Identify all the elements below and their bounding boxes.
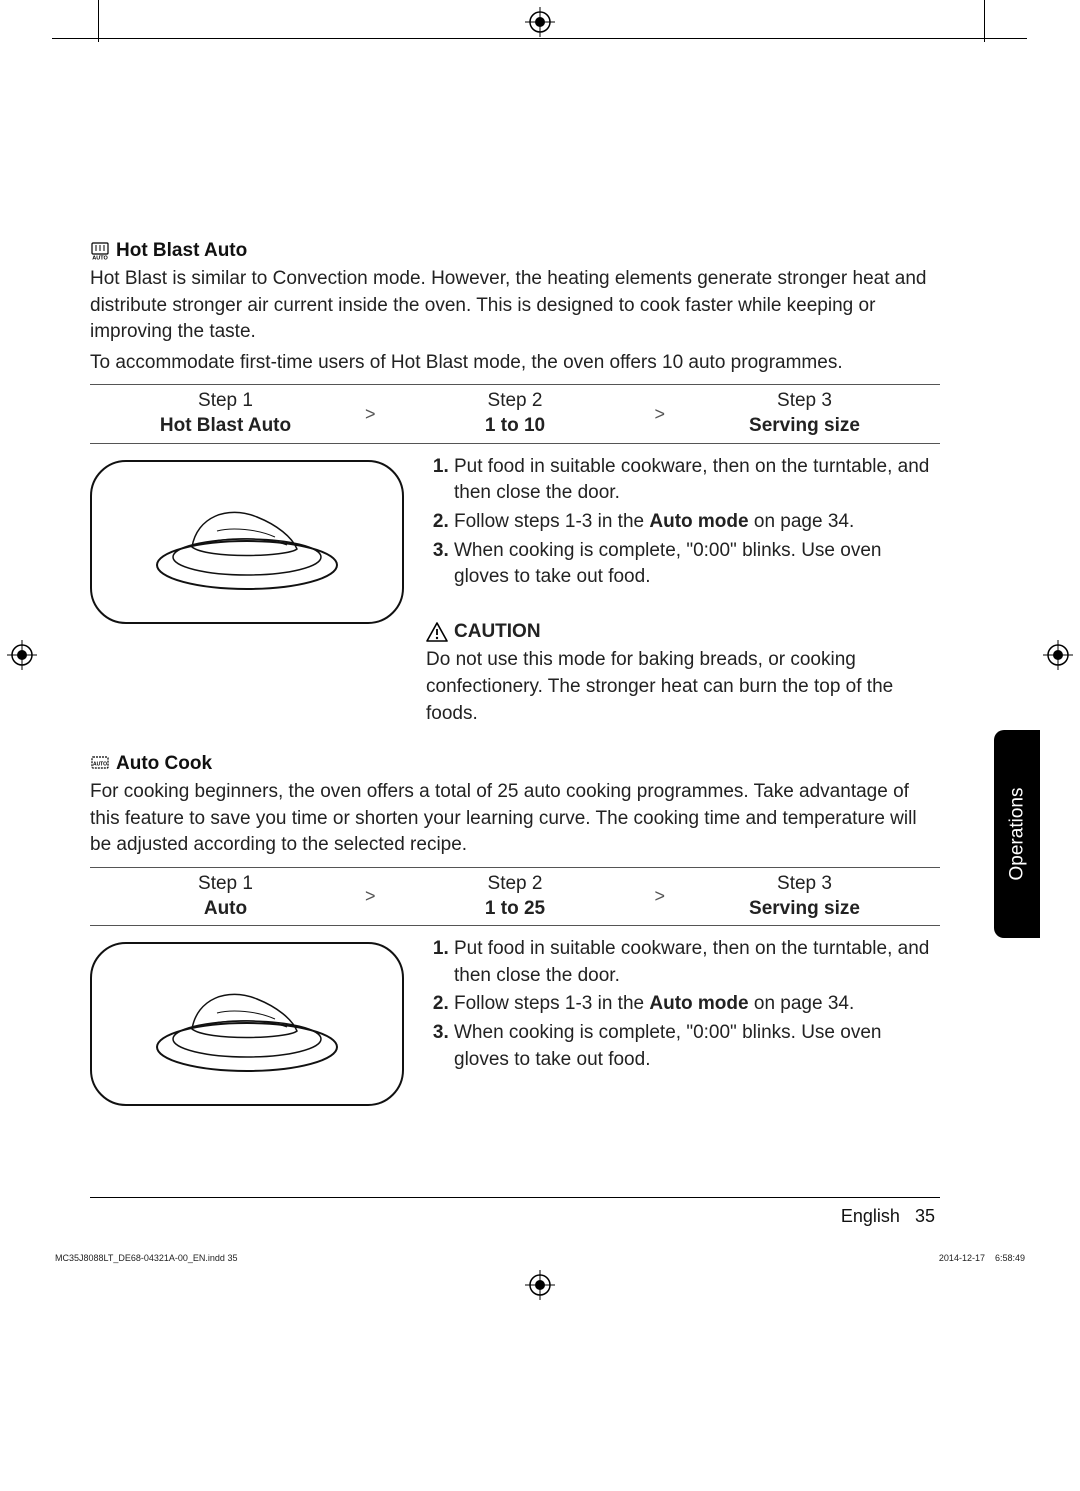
ac-step-2-value: 1 to 25 — [380, 897, 651, 922]
auto-cook-desc: For cooking beginners, the oven offers a… — [90, 779, 940, 859]
ac-instr-3: When cooking is complete, "0:00" blinks.… — [454, 1020, 940, 1073]
svg-text:AUTO: AUTO — [92, 256, 108, 261]
hot-blast-steps: Step 1 Hot Blast Auto > Step 2 1 to 10 >… — [90, 384, 940, 443]
ac-step-3-label: Step 3 — [669, 872, 940, 897]
ac-step-1-value: Auto — [90, 897, 361, 922]
footer-language: English — [841, 1206, 900, 1226]
hb-instr-2b: Auto mode — [649, 511, 748, 532]
hb-step-2-value: 1 to 10 — [380, 414, 651, 439]
ac-step-3: Step 3 Serving size — [669, 868, 940, 925]
footer-rule — [90, 1197, 940, 1198]
step-separator: > — [650, 404, 669, 425]
caution-heading: CAUTION — [426, 619, 940, 646]
hot-blast-title: Hot Blast Auto — [116, 240, 247, 262]
hb-step-1-label: Step 1 — [90, 389, 361, 414]
hb-instr-2: Follow steps 1-3 in the Auto mode on pag… — [454, 509, 940, 536]
ac-step-1-label: Step 1 — [90, 872, 361, 897]
hb-step-1: Step 1 Hot Blast Auto — [90, 385, 361, 442]
footer-page-number: 35 — [915, 1206, 935, 1226]
auto-cook-title: Auto Cook — [116, 753, 212, 775]
crop-line-top — [52, 38, 1027, 39]
hb-instr-2c: on page — [749, 511, 828, 532]
registration-mark-left — [7, 640, 37, 670]
registration-mark-top — [525, 7, 555, 37]
ac-instr-2a: Follow steps 1-3 in the — [454, 993, 649, 1014]
hot-blast-desc-2: To accommodate first-time users of Hot B… — [90, 350, 940, 377]
auto-cook-instructions: Put food in suitable cookware, then on t… — [426, 936, 940, 1106]
hot-blast-icon: AUTO — [90, 242, 110, 260]
hb-instr-3: When cooking is complete, "0:00" blinks.… — [454, 538, 940, 591]
hb-step-3: Step 3 Serving size — [669, 385, 940, 442]
footer-text: English 35 — [841, 1206, 935, 1227]
ac-instr-2d: . — [849, 993, 854, 1014]
hb-instr-2a: Follow steps 1-3 in the — [454, 511, 649, 532]
ac-step-2: Step 2 1 to 25 — [380, 868, 651, 925]
cookware-illustration — [90, 942, 404, 1106]
side-tab-operations: Operations — [994, 730, 1040, 938]
hb-step-3-value: Serving size — [669, 414, 940, 439]
crop-tick-top-left — [98, 0, 99, 42]
ac-instr-2c: on page — [749, 993, 828, 1014]
step-separator: > — [361, 404, 380, 425]
hb-instr-1: Put food in suitable cookware, then on t… — [454, 454, 940, 507]
auto-cook-steps: Step 1 Auto > Step 2 1 to 25 > Step 3 Se… — [90, 867, 940, 926]
caution-text: Do not use this mode for baking breads, … — [426, 647, 940, 727]
hot-blast-instructions: Put food in suitable cookware, then on t… — [426, 454, 940, 727]
page-content: AUTO Hot Blast Auto Hot Blast is similar… — [90, 240, 940, 1106]
cookware-illustration — [90, 460, 404, 624]
hb-instr-2d: . — [849, 511, 854, 532]
side-tab-label: Operations — [1006, 788, 1028, 881]
ac-instr-2page: 34 — [828, 993, 849, 1014]
hot-blast-desc-1: Hot Blast is similar to Convection mode.… — [90, 266, 940, 346]
svg-text:AUTO: AUTO — [93, 762, 107, 768]
print-timestamp: 2014-12-17 6:58:49 — [939, 1253, 1025, 1263]
ac-step-1: Step 1 Auto — [90, 868, 361, 925]
hot-blast-title-row: AUTO Hot Blast Auto — [90, 240, 940, 262]
hb-step-2-label: Step 2 — [380, 389, 651, 414]
ac-instr-2b: Auto mode — [649, 993, 748, 1014]
registration-mark-bottom — [525, 1270, 555, 1300]
print-job-id: MC35J8088LT_DE68-04321A-00_EN.indd 35 — [55, 1253, 237, 1263]
auto-cook-content: Put food in suitable cookware, then on t… — [90, 936, 940, 1106]
auto-cook-title-row: AUTO Auto Cook — [90, 753, 940, 775]
step-separator: > — [361, 886, 380, 907]
caution-title: CAUTION — [454, 619, 541, 646]
hb-step-1-value: Hot Blast Auto — [90, 414, 361, 439]
auto-cook-icon: AUTO — [90, 755, 110, 773]
ac-step-3-value: Serving size — [669, 897, 940, 922]
hot-blast-content: Put food in suitable cookware, then on t… — [90, 454, 940, 727]
caution-icon — [426, 622, 448, 642]
step-separator: > — [650, 886, 669, 907]
hb-instr-2page: 34 — [828, 511, 849, 532]
registration-mark-right — [1043, 640, 1073, 670]
crop-tick-top-right — [984, 0, 985, 42]
hb-step-3-label: Step 3 — [669, 389, 940, 414]
ac-step-2-label: Step 2 — [380, 872, 651, 897]
hb-step-2: Step 2 1 to 10 — [380, 385, 651, 442]
ac-instr-1: Put food in suitable cookware, then on t… — [454, 936, 940, 989]
ac-instr-2: Follow steps 1-3 in the Auto mode on pag… — [454, 991, 940, 1018]
